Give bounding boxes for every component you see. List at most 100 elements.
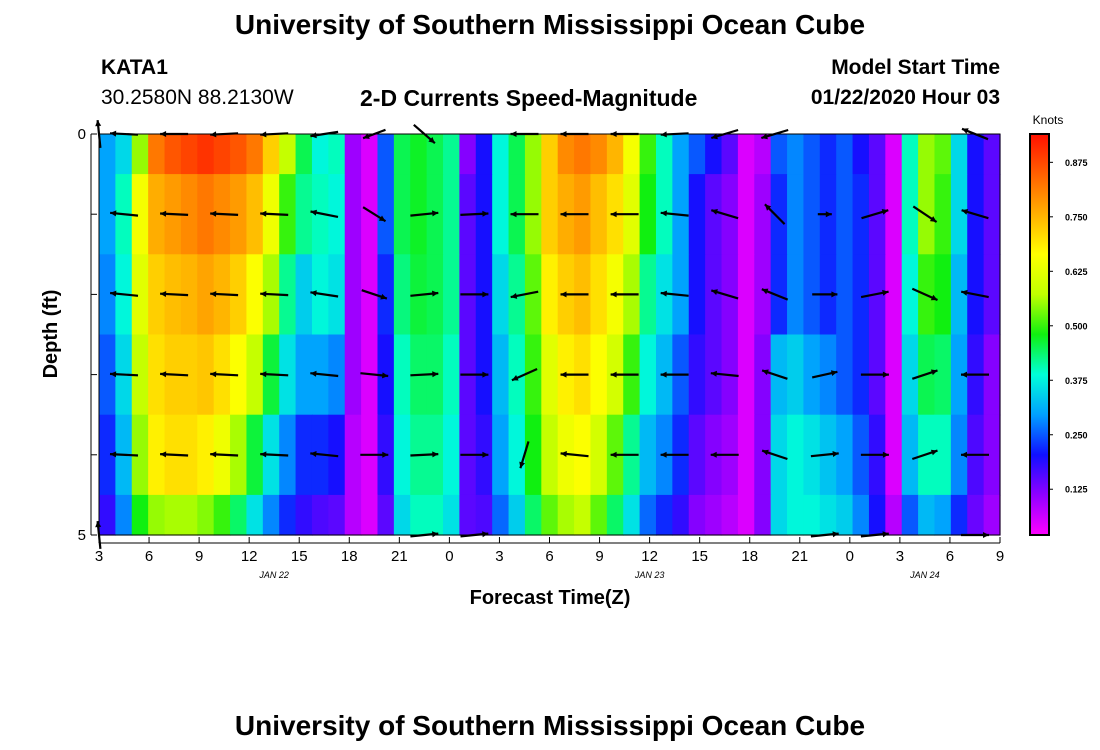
current-vector — [360, 451, 389, 458]
current-vector — [460, 291, 489, 298]
heatmap-cell — [197, 254, 215, 336]
heatmap-cell — [311, 494, 329, 536]
heatmap-cell — [131, 254, 149, 336]
heatmap-cell — [590, 334, 608, 416]
heatmap-cell — [475, 134, 493, 175]
heatmap-cell — [901, 254, 919, 336]
heatmap-cell — [197, 494, 215, 536]
heatmap-cell — [950, 334, 968, 416]
heatmap-cell — [246, 414, 264, 496]
current-vector-head — [831, 291, 838, 298]
current-vector-head — [660, 131, 667, 138]
current-vector — [961, 209, 989, 220]
heatmap-cell — [983, 494, 1001, 536]
current-vector — [460, 371, 489, 378]
heatmap-cell — [262, 134, 280, 175]
current-vector-head — [260, 371, 267, 378]
current-vector-head — [210, 210, 217, 217]
heatmap-cell — [655, 134, 673, 175]
heatmap-cell — [787, 174, 805, 255]
page-title-top: University of Southern Mississippi Ocean… — [234, 9, 866, 40]
heatmap-cell — [246, 494, 264, 536]
heatmap-cell — [443, 254, 460, 336]
x-tick-label: 6 — [545, 548, 553, 565]
heatmap-cell — [754, 414, 772, 496]
colorbar-tick-label: 0.875 — [1065, 158, 1088, 168]
current-vector — [560, 291, 589, 298]
x-tick-label: 3 — [896, 548, 904, 565]
current-vector-head — [432, 371, 439, 378]
current-vector-head — [110, 130, 117, 137]
heatmap-cell — [803, 254, 821, 336]
heatmap-cell — [787, 494, 805, 536]
heatmap-cell — [164, 494, 182, 536]
current-vector-head — [930, 449, 938, 456]
current-vector — [413, 123, 436, 145]
heatmap-cell — [868, 134, 886, 175]
heatmap-cell — [639, 174, 657, 255]
current-vector — [761, 449, 788, 461]
heatmap-cell — [148, 494, 166, 536]
heatmap-cell — [377, 254, 395, 336]
heatmap-cell — [967, 494, 985, 536]
current-vector-head — [882, 371, 889, 378]
colorbar-scale — [1029, 133, 1050, 536]
current-vector-head — [95, 120, 102, 127]
current-vector — [260, 451, 289, 458]
heatmap-cell — [131, 414, 149, 496]
y-tick-label: 5 — [78, 527, 86, 544]
heatmap-cell — [737, 254, 755, 336]
heatmap-cell — [885, 174, 903, 255]
heatmap-cell — [230, 414, 248, 496]
heatmap-cell — [361, 254, 379, 336]
current-vector-head — [929, 216, 937, 222]
heatmap-cell — [967, 134, 985, 175]
heatmap-cell — [115, 494, 133, 536]
current-vector — [860, 289, 889, 299]
colorbar-tick-label: 0.625 — [1065, 267, 1088, 277]
x-tick-label: 6 — [946, 548, 954, 565]
heatmap-cell — [492, 334, 510, 416]
heatmap-cell — [344, 174, 362, 255]
current-vector — [310, 370, 339, 378]
heatmap-cell — [836, 134, 854, 175]
current-vector-head — [560, 211, 567, 218]
date-label: JAN 22 — [258, 570, 289, 580]
current-vector — [310, 130, 339, 139]
heatmap-cell — [672, 134, 690, 175]
current-vector-head — [961, 209, 969, 215]
y-tick-label: 0 — [78, 126, 86, 143]
current-vector — [109, 210, 139, 217]
current-vector — [210, 291, 239, 297]
model-start-label: Model Start Time — [831, 56, 1000, 79]
heatmap-cell — [197, 334, 215, 416]
current-vector-head — [961, 451, 967, 458]
current-vector — [761, 369, 788, 380]
heatmap-cell — [180, 174, 198, 255]
current-vector-head — [428, 137, 435, 144]
heatmap-cell — [246, 134, 264, 175]
plot-frame — [98, 133, 1001, 536]
heatmap-cell — [541, 174, 559, 255]
current-vector-head — [610, 451, 617, 458]
current-vector-head — [560, 291, 567, 298]
heatmap-cell — [852, 174, 870, 255]
current-vector-head — [825, 211, 832, 218]
current-vector — [710, 209, 739, 220]
x-tick-label: 18 — [341, 548, 358, 565]
heatmap-cell — [393, 414, 411, 496]
heatmap-cell — [819, 134, 837, 175]
heatmap-cell — [672, 494, 690, 536]
current-vector — [519, 441, 530, 469]
x-tick-label: 21 — [791, 548, 808, 565]
current-vector — [810, 451, 839, 458]
heatmap-cell — [377, 494, 395, 536]
heatmap-cell — [180, 494, 198, 536]
current-vector — [460, 451, 489, 458]
current-vector-head — [310, 209, 317, 216]
heatmap-cell — [475, 494, 493, 536]
current-vector-head — [610, 131, 617, 137]
current-vector — [610, 451, 639, 458]
heatmap-cell — [590, 254, 608, 336]
